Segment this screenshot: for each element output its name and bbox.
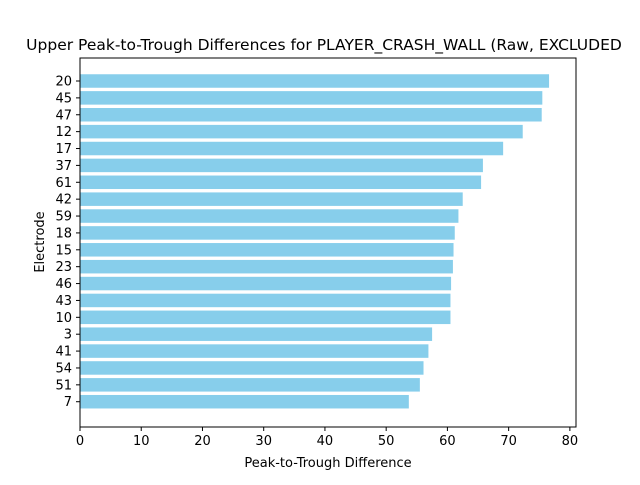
bar-electrode-20 (80, 74, 550, 88)
y-tick-label: 23 (55, 260, 72, 275)
x-tick-label: 20 (194, 434, 211, 449)
bar-electrode-45 (80, 91, 543, 105)
x-tick-label: 40 (317, 434, 334, 449)
y-tick-label: 18 (55, 226, 72, 241)
bar-electrode-41 (80, 344, 429, 358)
x-tick-label: 30 (255, 434, 272, 449)
bar-electrode-23 (80, 259, 453, 274)
bar-electrode-37 (80, 158, 483, 173)
y-tick-label: 42 (55, 193, 72, 208)
y-tick-label: 7 (64, 395, 72, 410)
plot-frame (79, 57, 577, 428)
x-axis-label: Peak-to-Trough Difference (244, 456, 411, 471)
bar-electrode-46 (80, 276, 452, 291)
y-tick-label: 43 (55, 294, 72, 309)
y-tick-label: 54 (55, 361, 72, 376)
bar-electrode-51 (80, 378, 420, 392)
x-tick-label: 50 (378, 434, 395, 449)
y-tick-label: 3 (64, 328, 72, 343)
y-tick-label: 10 (55, 311, 72, 326)
bars-group (80, 74, 550, 409)
y-tick-label: 46 (55, 277, 72, 292)
y-axis-label: Electrode (33, 211, 48, 272)
y-tick-label: 15 (55, 243, 72, 258)
bar-electrode-18 (80, 226, 455, 240)
chart-title: Upper Peak-to-Trough Differences for PLA… (26, 36, 622, 55)
bar-electrode-10 (80, 310, 451, 325)
bar-electrode-17 (80, 141, 504, 156)
x-axis-ticks: 0 10 20 30 40 50 60 70 80 (76, 427, 578, 449)
bar-electrode-47 (80, 108, 542, 122)
x-tick-label: 60 (439, 434, 456, 449)
y-tick-label: 47 (55, 108, 72, 123)
y-tick-label: 17 (55, 142, 72, 157)
x-tick-label: 80 (562, 434, 579, 449)
bar-electrode-61 (80, 175, 482, 190)
bar-electrode-7 (80, 394, 409, 409)
bar-electrode-43 (80, 293, 451, 308)
y-tick-label: 51 (55, 378, 72, 393)
bar-electrode-59 (80, 209, 459, 223)
y-tick-label: 61 (55, 176, 72, 191)
y-tick-label: 12 (55, 125, 72, 140)
y-tick-label: 41 (55, 345, 72, 360)
bar-electrode-15 (80, 243, 454, 257)
x-tick-label: 10 (133, 434, 150, 449)
y-tick-label: 45 (55, 91, 72, 106)
bar-electrode-3 (80, 327, 433, 341)
y-tick-label: 20 (55, 75, 72, 90)
y-tick-label: 59 (55, 210, 72, 225)
x-tick-label: 70 (500, 434, 517, 449)
y-tick-label: 37 (55, 159, 72, 174)
bar-electrode-42 (80, 192, 463, 206)
bar-electrode-54 (80, 361, 424, 375)
x-tick-label: 0 (76, 434, 84, 449)
bar-electrode-12 (80, 124, 523, 139)
